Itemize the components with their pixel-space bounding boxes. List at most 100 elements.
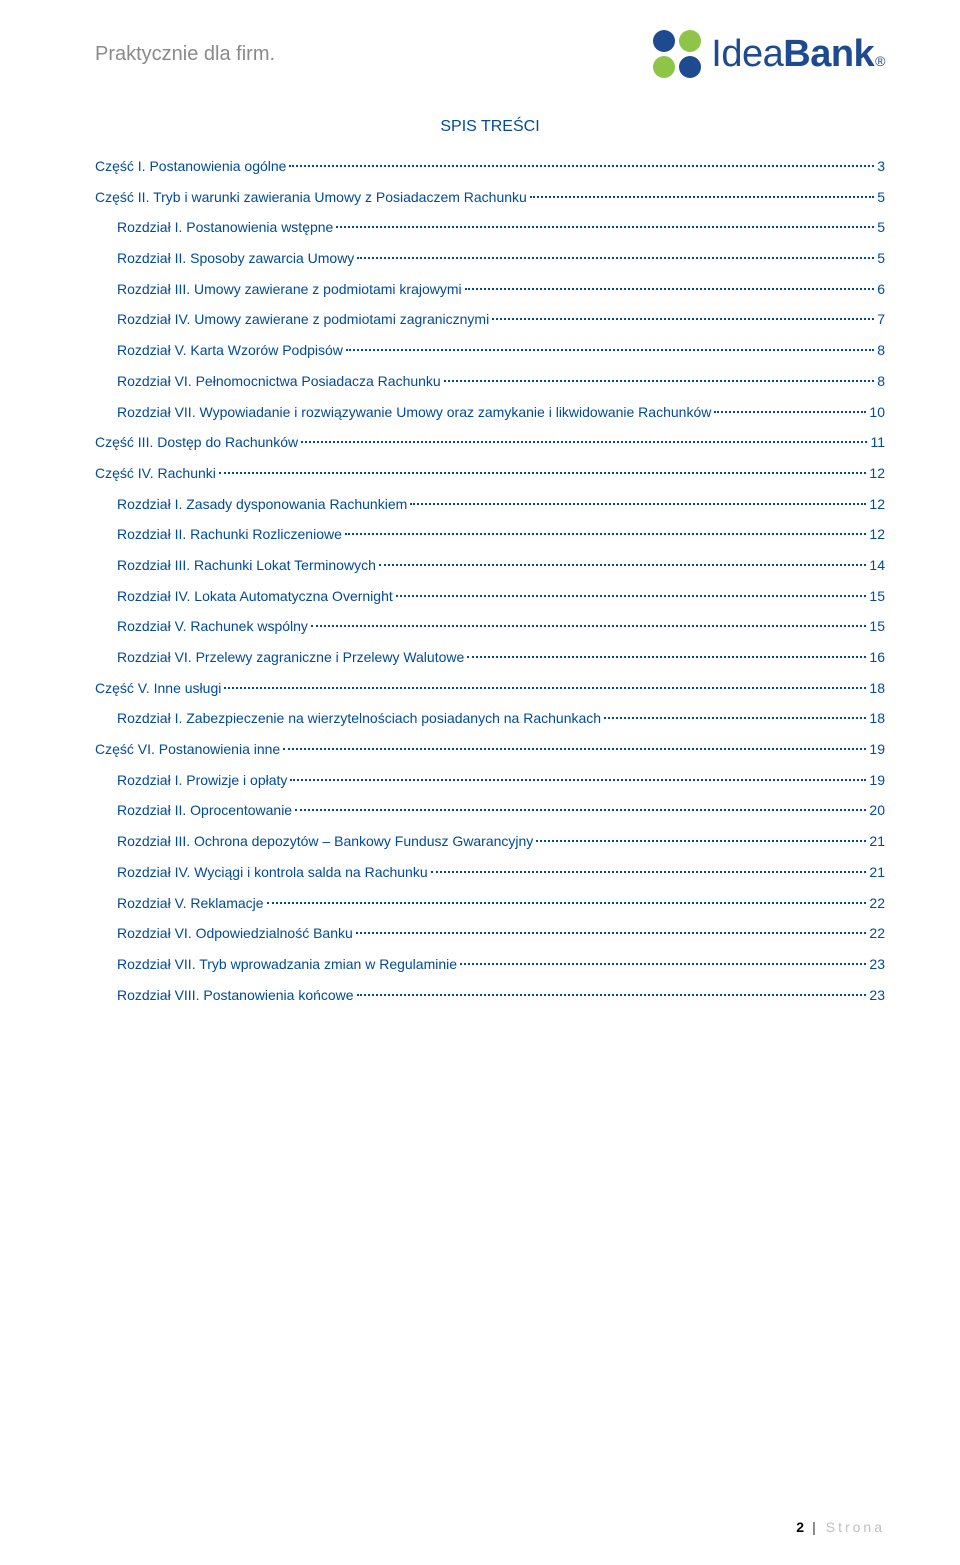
- toc-entry[interactable]: Część IV. Rachunki 12: [95, 463, 885, 485]
- toc-entry[interactable]: Rozdział IV. Umowy zawierane z podmiotam…: [95, 309, 885, 331]
- toc-entry-page: 19: [869, 739, 885, 761]
- toc-entry-page: 22: [869, 923, 885, 945]
- toc-leader: [283, 748, 866, 750]
- toc-entry[interactable]: Rozdział V. Reklamacje22: [95, 893, 885, 915]
- toc-title: SPIS TREŚCI: [95, 118, 885, 136]
- logo-dot: [653, 30, 675, 52]
- toc-entry-page: 15: [869, 616, 885, 638]
- toc-leader: [336, 226, 874, 228]
- logo-dot: [679, 56, 701, 78]
- toc-entry[interactable]: Część I. Postanowienia ogólne 3: [95, 156, 885, 178]
- toc-entry-page: 12: [869, 524, 885, 546]
- toc-entry-label: Rozdział V. Reklamacje: [117, 893, 264, 915]
- toc-leader: [460, 963, 866, 965]
- toc-entry[interactable]: Rozdział I. Prowizje i opłaty19: [95, 770, 885, 792]
- toc-entry[interactable]: Rozdział VII. Tryb wprowadzania zmian w …: [95, 954, 885, 976]
- toc-entry-page: 10: [869, 402, 885, 424]
- toc-leader: [431, 871, 867, 873]
- toc-entry-page: 14: [869, 555, 885, 577]
- toc-entry-label: Rozdział VII. Tryb wprowadzania zmian w …: [117, 954, 457, 976]
- toc-entry[interactable]: Część VI. Postanowienia inne 19: [95, 739, 885, 761]
- toc-entry-label: Rozdział V. Rachunek wspólny: [117, 616, 308, 638]
- toc-entry-page: 21: [869, 862, 885, 884]
- bank-logo: IdeaBank®: [653, 30, 885, 78]
- toc-entry[interactable]: Rozdział II. Oprocentowanie20: [95, 800, 885, 822]
- toc-entry[interactable]: Rozdział I. Postanowienia wstępne5: [95, 217, 885, 239]
- toc-entry-label: Część I. Postanowienia ogólne: [95, 156, 286, 178]
- toc-entry[interactable]: Część III. Dostęp do Rachunków11: [95, 432, 885, 454]
- toc-leader: [219, 472, 867, 474]
- toc-entry-page: 12: [869, 463, 885, 485]
- logo-dot: [679, 30, 701, 52]
- registered-icon: ®: [875, 53, 885, 69]
- toc-entry-label: Część II. Tryb i warunki zawierania Umow…: [95, 187, 527, 209]
- toc-leader: [346, 349, 874, 351]
- toc-entry-label: Rozdział I. Postanowienia wstępne: [117, 217, 333, 239]
- toc-entry-page: 7: [877, 309, 885, 331]
- toc-entry-page: 12: [869, 494, 885, 516]
- toc-leader: [289, 165, 874, 167]
- logo-wordmark: IdeaBank®: [711, 33, 885, 76]
- toc-entry[interactable]: Rozdział III. Umowy zawierane z podmiota…: [95, 279, 885, 301]
- toc-entry-label: Część IV. Rachunki: [95, 463, 216, 485]
- toc-entry-page: 8: [877, 371, 885, 393]
- toc-entry[interactable]: Rozdział IV. Lokata Automatyczna Overnig…: [95, 586, 885, 608]
- toc-leader: [467, 656, 866, 658]
- toc-entry-label: Rozdział I. Zasady dysponowania Rachunki…: [117, 494, 407, 516]
- logo-text-part2: Bank: [783, 33, 874, 75]
- toc-entry[interactable]: Część V. Inne usługi 18: [95, 678, 885, 700]
- toc-entry[interactable]: Rozdział II. Sposoby zawarcia Umowy5: [95, 248, 885, 270]
- toc-leader: [465, 288, 875, 290]
- toc-entry-label: Część V. Inne usługi: [95, 678, 221, 700]
- logo-text-part1: Idea: [711, 33, 783, 75]
- toc-entry[interactable]: Rozdział VII. Wypowiadanie i rozwiązywan…: [95, 402, 885, 424]
- toc-entry[interactable]: Rozdział I. Zabezpieczenie na wierzyteln…: [95, 708, 885, 730]
- toc-entry[interactable]: Rozdział VI. Pełnomocnictwa Posiadacza R…: [95, 371, 885, 393]
- toc-entry-page: 8: [877, 340, 885, 362]
- toc-entry-page: 18: [869, 678, 885, 700]
- toc-entry-label: Rozdział II. Sposoby zawarcia Umowy: [117, 248, 354, 270]
- footer-label: Strona: [826, 1519, 885, 1535]
- toc-entry[interactable]: Rozdział II. Rachunki Rozliczeniowe 12: [95, 524, 885, 546]
- toc-leader: [714, 411, 866, 413]
- toc-entry-label: Rozdział II. Oprocentowanie: [117, 800, 292, 822]
- toc-entry-label: Część III. Dostęp do Rachunków: [95, 432, 298, 454]
- toc-entry[interactable]: Rozdział VI. Przelewy zagraniczne i Prze…: [95, 647, 885, 669]
- toc-entry[interactable]: Rozdział I. Zasady dysponowania Rachunki…: [95, 494, 885, 516]
- logo-dot: [653, 56, 675, 78]
- toc-entry[interactable]: Rozdział V. Rachunek wspólny 15: [95, 616, 885, 638]
- toc-leader: [530, 196, 874, 198]
- toc-entry-page: 3: [877, 156, 885, 178]
- toc-entry[interactable]: Rozdział VIII. Postanowienia końcowe23: [95, 985, 885, 1007]
- toc-entry[interactable]: Rozdział III. Rachunki Lokat Terminowych…: [95, 555, 885, 577]
- logo-dots-icon: [653, 30, 701, 78]
- toc-leader: [356, 932, 867, 934]
- toc-leader: [301, 441, 867, 443]
- toc-entry[interactable]: Rozdział V. Karta Wzorów Podpisów8: [95, 340, 885, 362]
- toc-entry-label: Rozdział IV. Umowy zawierane z podmiotam…: [117, 309, 489, 331]
- toc-entry-label: Rozdział II. Rachunki Rozliczeniowe: [117, 524, 342, 546]
- toc-leader: [345, 533, 867, 535]
- footer-separator: |: [812, 1519, 816, 1535]
- toc-entry-label: Rozdział VII. Wypowiadanie i rozwiązywan…: [117, 402, 711, 424]
- toc-entry-label: Rozdział III. Umowy zawierane z podmiota…: [117, 279, 462, 301]
- toc-leader: [267, 902, 867, 904]
- toc-entry-label: Część VI. Postanowienia inne: [95, 739, 280, 761]
- toc-leader: [604, 717, 866, 719]
- toc-entry[interactable]: Część II. Tryb i warunki zawierania Umow…: [95, 187, 885, 209]
- toc-entry[interactable]: Rozdział III. Ochrona depozytów – Bankow…: [95, 831, 885, 853]
- toc-leader: [410, 503, 866, 505]
- toc-entry[interactable]: Rozdział IV. Wyciągi i kontrola salda na…: [95, 862, 885, 884]
- toc-entry-label: Rozdział VIII. Postanowienia końcowe: [117, 985, 354, 1007]
- table-of-contents: Część I. Postanowienia ogólne 3 Część II. …: [95, 156, 885, 1006]
- toc-entry-label: Rozdział III. Rachunki Lokat Terminowych: [117, 555, 376, 577]
- toc-entry-page: 16: [869, 647, 885, 669]
- toc-leader: [357, 994, 867, 996]
- toc-entry-label: Rozdział VI. Przelewy zagraniczne i Prze…: [117, 647, 464, 669]
- toc-entry-label: Rozdział IV. Wyciągi i kontrola salda na…: [117, 862, 428, 884]
- toc-entry-page: 19: [869, 770, 885, 792]
- toc-entry-label: Rozdział VI. Odpowiedzialność Banku: [117, 923, 353, 945]
- toc-entry-label: Rozdział I. Zabezpieczenie na wierzyteln…: [117, 708, 601, 730]
- toc-entry[interactable]: Rozdział VI. Odpowiedzialność Banku 22: [95, 923, 885, 945]
- tagline-text: Praktycznie dla firm.: [95, 43, 275, 66]
